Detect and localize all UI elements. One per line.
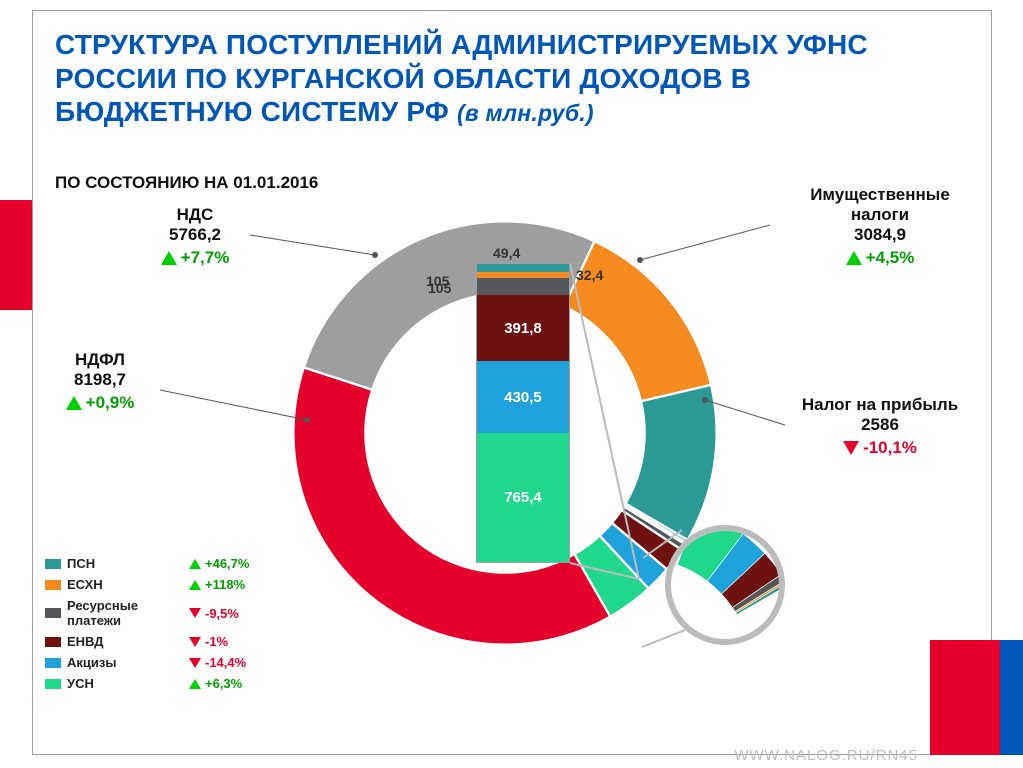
stack-segment: 765,4: [477, 433, 569, 562]
callout-delta: +0,9%: [66, 393, 135, 413]
callout-value: 3084,9: [780, 225, 980, 245]
legend-swatch: [45, 679, 61, 689]
callout-delta: -10,1%: [843, 438, 917, 458]
arrow-up-icon: [189, 580, 201, 590]
legend-delta: -1%: [205, 634, 228, 649]
legend-swatch: [45, 559, 61, 569]
legend-label: ПСН: [67, 556, 187, 571]
stack-segment: 430,5: [477, 361, 569, 433]
arrow-down-icon: [189, 658, 201, 668]
callout-value: 8198,7: [40, 370, 160, 390]
legend-label: Ресурсные платежи: [67, 598, 187, 628]
chart-area: Имущественные налоги 3084,9 +4,5% Налог …: [45, 195, 980, 735]
arrow-up-icon: [189, 679, 201, 689]
stack-segment: 391,8: [477, 295, 569, 361]
legend-swatch: [45, 608, 61, 618]
callout-nds: НДС 5766,2 +7,7%: [135, 205, 255, 270]
legend-label: Акцизы: [67, 655, 187, 670]
legend-delta: +118%: [205, 577, 245, 592]
callout-delta: +4,5%: [846, 248, 915, 268]
as-of-date: ПО СОСТОЯНИЮ НА 01.01.2016: [55, 173, 318, 193]
arrow-down-icon: [843, 441, 859, 455]
callout-profit-tax: Налог на прибыль 2586 -10,1%: [790, 395, 970, 460]
accent-stripe-blue-right: [1000, 640, 1023, 755]
legend-label: УСН: [67, 676, 187, 691]
callout-label: Налог на прибыль: [802, 395, 958, 414]
stack-segment-label: 105: [428, 280, 451, 296]
legend-item: ЕНВД -1%: [45, 634, 275, 649]
legend-label: ЕСХН: [67, 577, 187, 592]
legend-swatch: [45, 637, 61, 647]
callout-label: Имущественные налоги: [810, 185, 950, 224]
arrow-down-icon: [189, 637, 201, 647]
zoom-lens: [665, 525, 785, 645]
callout-label: НДФЛ: [75, 350, 125, 369]
legend-item: УСН +6,3%: [45, 676, 275, 691]
callout-delta: +7,7%: [161, 248, 230, 268]
callout-property-tax: Имущественные налоги 3084,9 +4,5%: [780, 185, 980, 270]
legend-item: ЕСХН +118%: [45, 577, 275, 592]
page-title: СТРУКТУРА ПОСТУПЛЕНИЙ АДМИНИСТРИРУЕМЫХ У…: [55, 28, 935, 129]
stack-segment: [477, 278, 569, 296]
callout-value: 2586: [790, 415, 970, 435]
legend-swatch: [45, 658, 61, 668]
legend-item: Ресурсные платежи -9,5%: [45, 598, 275, 628]
legend-delta: +6,3%: [205, 676, 242, 691]
arrow-up-icon: [161, 251, 177, 265]
title-unit: (в млн.руб.): [457, 100, 594, 126]
stack-segment-label: 32,4: [576, 267, 603, 283]
legend-label: ЕНВД: [67, 634, 187, 649]
legend-delta: -9,5%: [205, 606, 239, 621]
arrow-down-icon: [189, 608, 201, 618]
legend: ПСН +46,7% ЕСХН +118% Ресурсные платежи -9,5%…: [45, 550, 275, 697]
legend-item: ПСН +46,7%: [45, 556, 275, 571]
stack-segment: [477, 264, 569, 272]
arrow-up-icon: [846, 251, 862, 265]
callout-value: 5766,2: [135, 225, 255, 245]
callout-ndfl: НДФЛ 8198,7 +0,9%: [40, 350, 160, 415]
source-url: WWW.NALOG.RU/RN45: [734, 747, 918, 764]
legend-delta: +46,7%: [205, 556, 249, 571]
legend-item: Акцизы -14,4%: [45, 655, 275, 670]
stack-segment-label: 49,4: [493, 245, 520, 261]
arrow-up-icon: [189, 559, 201, 569]
legend-delta: -14,4%: [205, 655, 246, 670]
arrow-up-icon: [66, 396, 82, 410]
legend-swatch: [45, 580, 61, 590]
stacked-bar: 391,8430,5765,4 49,432,4105105: [458, 263, 588, 563]
callout-label: НДС: [177, 205, 214, 224]
accent-stripe-red-left: [0, 200, 32, 310]
